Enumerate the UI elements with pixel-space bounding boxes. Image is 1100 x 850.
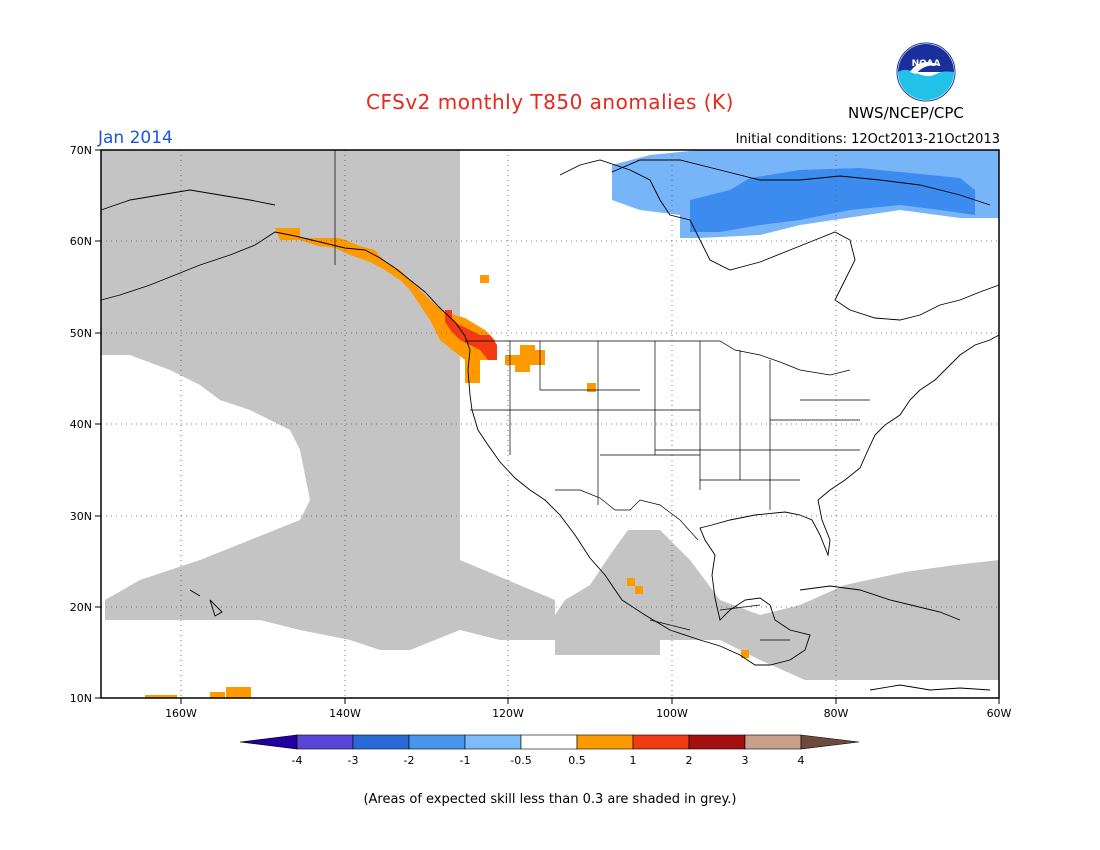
forecast-month: Jan 2014 <box>98 128 173 148</box>
colorbar-swatch <box>744 734 802 750</box>
noaa-logo: NOAA <box>896 42 956 102</box>
lon-label: 100W <box>656 707 688 720</box>
lon-label: 120W <box>492 707 524 720</box>
positive-anomaly-cell <box>145 695 177 698</box>
lat-label: 70N <box>70 144 92 157</box>
negative-anomaly-medium <box>690 168 975 232</box>
lat-label: 30N <box>70 510 92 523</box>
colorbar-swatch <box>688 734 746 750</box>
lat-label: 10N <box>70 692 92 705</box>
colorbar-label: -1 <box>460 754 471 767</box>
lon-label: 80W <box>824 707 849 720</box>
colorbar-label: 2 <box>686 754 693 767</box>
colorbar-label: 1 <box>630 754 637 767</box>
positive-anomaly-cell <box>627 578 635 586</box>
colorbar-swatch <box>296 734 354 750</box>
agency-label: NWS/NCEP/CPC <box>848 104 964 122</box>
colorbar-swatch <box>576 734 634 750</box>
colorbar-label: -3 <box>348 754 359 767</box>
positive-anomaly-cell <box>226 687 251 698</box>
lat-label: 50N <box>70 327 92 340</box>
logo-text: NOAA <box>912 59 941 69</box>
colorbar: -4 -3 -2 -1 -0.5 0.5 1 2 3 4 <box>239 734 860 767</box>
footnote: (Areas of expected skill less than 0.3 a… <box>363 792 737 807</box>
positive-anomaly-cell <box>480 275 489 283</box>
colorbar-swatch <box>632 734 690 750</box>
colorbar-swatch <box>352 734 410 750</box>
lon-label: 140W <box>329 707 361 720</box>
positive-anomaly-orange <box>275 228 497 383</box>
colorbar-label: -2 <box>404 754 415 767</box>
positive-anomaly-cell <box>741 650 749 658</box>
positive-anomaly-cell <box>635 586 643 594</box>
lat-label: 60N <box>70 235 92 248</box>
political-boundaries <box>334 150 870 641</box>
positive-anomaly-red <box>445 310 497 360</box>
colorbar-arrow-right <box>800 734 860 750</box>
colorbar-swatch <box>408 734 466 750</box>
positive-anomaly-orange-east <box>505 345 545 372</box>
colorbar-swatch <box>520 734 578 750</box>
colorbar-swatch <box>464 734 522 750</box>
map-title: CFSv2 monthly T850 anomalies (K) <box>366 90 734 114</box>
colorbar-label: -0.5 <box>510 754 531 767</box>
colorbar-label: -4 <box>292 754 303 767</box>
positive-anomaly-cell <box>210 692 225 698</box>
colorbar-label: 0.5 <box>568 754 586 767</box>
colorbar-label: 4 <box>798 754 805 767</box>
lon-label: 60W <box>987 707 1012 720</box>
low-skill-region-west <box>101 150 555 650</box>
lat-label: 40N <box>70 418 92 431</box>
lon-label: 160W <box>165 707 197 720</box>
lat-label: 20N <box>70 601 92 614</box>
initial-conditions: Initial conditions: 12Oct2013-21Oct2013 <box>735 132 1000 147</box>
low-skill-region <box>101 150 999 680</box>
coastlines <box>100 159 1000 691</box>
colorbar-arrow-left <box>239 734 298 750</box>
colorbar-label: 3 <box>742 754 749 767</box>
positive-anomaly-cell <box>587 383 596 392</box>
axis-ticks <box>95 149 1000 704</box>
